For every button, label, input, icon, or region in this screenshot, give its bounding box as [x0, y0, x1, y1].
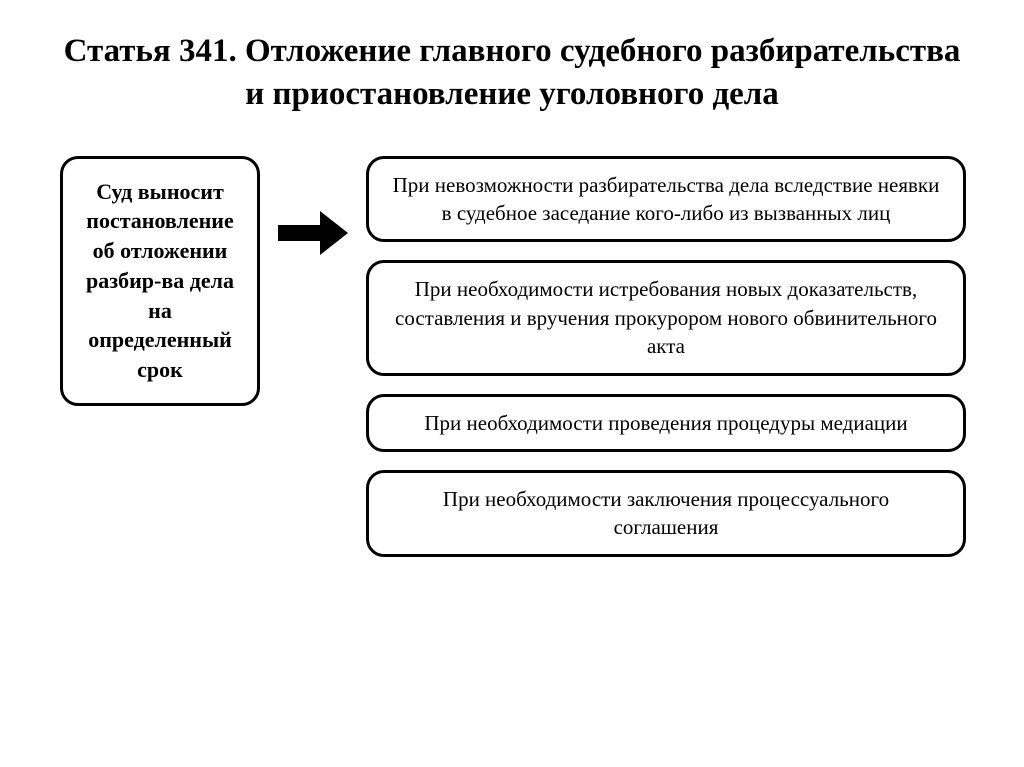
- diagram-content: Суд выносит постановление об отложении р…: [50, 156, 974, 557]
- decision-box: Суд выносит постановление об отложении р…: [60, 156, 260, 406]
- condition-box: При необходимости заключения процессуаль…: [366, 470, 966, 557]
- condition-box: При невозможности разбирательства дела в…: [366, 156, 966, 243]
- condition-box: При необходимости истребования новых док…: [366, 260, 966, 375]
- page-title: Статья 341. Отложение главного судебного…: [50, 30, 974, 116]
- arrow-icon: [278, 211, 348, 260]
- conditions-column: При невозможности разбирательства дела в…: [366, 156, 974, 557]
- condition-box: При необходимости проведения процедуры м…: [366, 394, 966, 452]
